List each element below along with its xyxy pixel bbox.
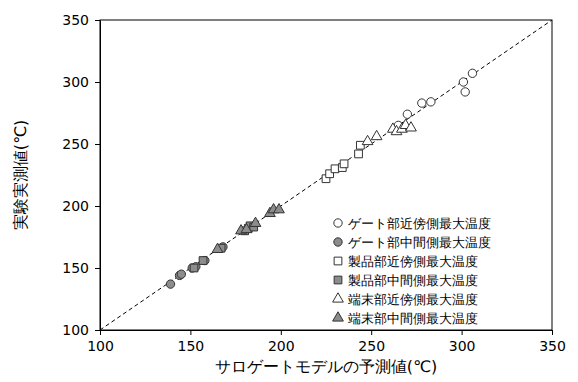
legend-label: ゲート部近傍側最大温度 bbox=[348, 216, 491, 231]
point bbox=[212, 243, 223, 252]
legend-marker bbox=[334, 257, 342, 265]
chart: 100 150 200 250 300 350 100 150 200 250 300 350 サロゲー… bbox=[0, 0, 578, 382]
tick-mark bbox=[95, 20, 100, 21]
legend-marker bbox=[334, 238, 342, 246]
tick: 350 bbox=[539, 330, 566, 354]
series bbox=[166, 243, 227, 289]
plot-frame bbox=[100, 20, 552, 330]
tick: 350 bbox=[62, 12, 100, 28]
legend-marker bbox=[333, 312, 344, 321]
tick-label: 350 bbox=[539, 338, 566, 354]
legend-marker bbox=[333, 293, 344, 302]
tick-label: 350 bbox=[62, 12, 89, 28]
tick-mark bbox=[95, 144, 100, 145]
tick-label: 100 bbox=[62, 322, 89, 338]
point bbox=[403, 110, 411, 118]
point bbox=[427, 98, 435, 106]
tick-mark bbox=[281, 330, 282, 335]
tick: 250 bbox=[358, 330, 385, 354]
legend-label: 製品部近傍側最大温度 bbox=[348, 254, 478, 269]
point bbox=[274, 204, 285, 213]
point bbox=[461, 88, 469, 96]
point bbox=[241, 223, 252, 232]
point bbox=[355, 150, 363, 158]
tick-label: 300 bbox=[62, 74, 89, 90]
tick-label: 300 bbox=[449, 338, 476, 354]
y-axis-title: 実験実測値(℃) bbox=[11, 120, 30, 230]
legend-label: ゲート部中間側最大温度 bbox=[348, 235, 491, 250]
tick-label: 200 bbox=[62, 198, 89, 214]
tick: 300 bbox=[449, 330, 476, 354]
point bbox=[459, 78, 467, 86]
tick: 150 bbox=[178, 330, 205, 354]
point bbox=[371, 130, 382, 139]
legend: ゲート部近傍側最大温度ゲート部中間側最大温度製品部近傍側最大温度製品部中間側最大… bbox=[333, 216, 491, 326]
point bbox=[340, 160, 348, 168]
legend-marker bbox=[334, 276, 342, 284]
tick: 200 bbox=[62, 198, 100, 214]
plot-area bbox=[100, 20, 552, 330]
point bbox=[331, 165, 339, 173]
tick: 200 bbox=[268, 330, 295, 354]
tick: 300 bbox=[62, 74, 100, 90]
x-axis: 100 150 200 250 300 350 bbox=[87, 330, 566, 354]
point bbox=[418, 99, 426, 107]
series bbox=[190, 222, 257, 272]
point bbox=[166, 280, 174, 288]
point bbox=[406, 122, 417, 131]
legend-marker bbox=[334, 219, 342, 227]
legend-label: 端末部近傍側最大温度 bbox=[348, 292, 478, 307]
tick-label: 150 bbox=[62, 260, 89, 276]
tick-mark bbox=[100, 330, 101, 335]
point bbox=[177, 270, 185, 278]
legend-label: 製品部中間側最大温度 bbox=[348, 273, 478, 288]
series bbox=[212, 204, 284, 253]
tick: 150 bbox=[62, 260, 100, 276]
series bbox=[362, 119, 416, 144]
tick-mark bbox=[95, 82, 100, 83]
tick-mark bbox=[462, 330, 463, 335]
point bbox=[468, 69, 476, 77]
y-axis: 100 150 200 250 300 350 bbox=[62, 12, 100, 338]
tick-label: 250 bbox=[62, 136, 89, 152]
series bbox=[322, 141, 364, 182]
tick-mark bbox=[371, 330, 372, 335]
legend-label: 端末部中間側最大温度 bbox=[348, 311, 478, 326]
tick-mark bbox=[95, 330, 100, 331]
tick-label: 200 bbox=[268, 338, 295, 354]
tick-mark bbox=[95, 268, 100, 269]
tick-mark bbox=[95, 206, 100, 207]
tick-label: 150 bbox=[178, 338, 205, 354]
x-axis-title: サロゲートモデルの予測値(℃) bbox=[215, 357, 437, 376]
tick-mark bbox=[552, 330, 553, 335]
point bbox=[199, 257, 207, 265]
reference-line bbox=[100, 20, 552, 330]
tick-label: 100 bbox=[87, 338, 114, 354]
tick-mark bbox=[190, 330, 191, 335]
series bbox=[394, 69, 476, 129]
tick: 100 bbox=[62, 322, 100, 338]
point bbox=[190, 264, 198, 272]
tick: 100 bbox=[87, 330, 114, 354]
tick-label: 250 bbox=[358, 338, 385, 354]
point bbox=[250, 217, 261, 226]
tick: 250 bbox=[62, 136, 100, 152]
